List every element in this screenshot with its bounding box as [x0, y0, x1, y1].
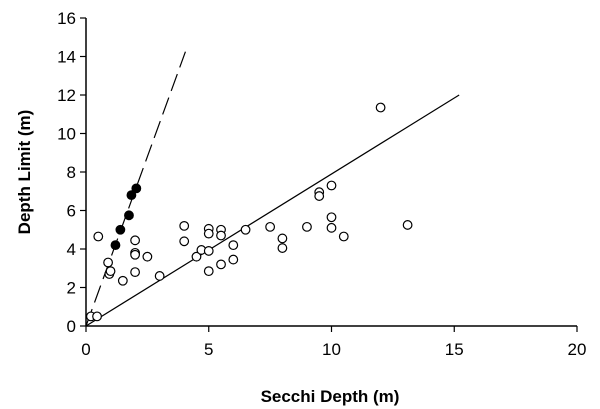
open-data-point — [103, 257, 113, 268]
filled-data-point — [131, 183, 142, 194]
y-tick-label: 6 — [67, 202, 76, 221]
open-data-point — [228, 240, 239, 251]
x-tick-label: 15 — [445, 340, 464, 359]
open-data-point — [179, 220, 190, 231]
open-data-point — [277, 243, 288, 253]
axis-ticks: 0 2 4 6 8 10 12 14 16 0 5 10 15 20 — [57, 9, 586, 359]
open-data-point — [130, 235, 141, 246]
x-tick-label: 10 — [322, 340, 341, 359]
open-data-point — [216, 230, 226, 241]
y-tick-label: 12 — [57, 86, 76, 105]
y-tick-label: 0 — [67, 317, 76, 336]
open-data-point — [326, 180, 337, 191]
solid-fit-line — [85, 94, 460, 327]
y-tick-label: 4 — [67, 240, 76, 259]
filled-data-point — [124, 210, 134, 221]
x-tick-label: 20 — [568, 340, 587, 359]
open-data-point — [142, 251, 153, 262]
y-tick-label: 2 — [67, 279, 76, 298]
open-data-point — [326, 212, 337, 223]
open-data-point — [375, 102, 386, 113]
open-data-point — [130, 267, 141, 278]
x-axis-title: Secchi Depth (m) — [261, 387, 400, 406]
x-tick-label: 0 — [81, 340, 90, 359]
open-data-point — [314, 191, 325, 201]
fit-lines — [85, 51, 460, 327]
open-data-point — [203, 246, 214, 256]
open-data-point — [191, 251, 202, 262]
filled-data-point — [126, 190, 137, 201]
y-tick-label: 10 — [57, 125, 76, 144]
open-data-point — [130, 249, 141, 260]
open-data-point — [203, 266, 214, 277]
open-data-point — [92, 311, 102, 322]
open-data-point — [277, 233, 288, 244]
open-data-point — [105, 266, 116, 277]
open-data-point — [117, 275, 128, 286]
open-data-point — [338, 231, 349, 242]
y-axis-title: Depth Limit (m) — [15, 110, 34, 235]
open-data-point — [228, 254, 239, 265]
open-data-point — [302, 221, 312, 232]
x-tick-label: 5 — [204, 340, 213, 359]
open-data-point — [326, 222, 337, 233]
filled-data-point — [110, 240, 121, 251]
open-data-point — [93, 231, 104, 242]
y-tick-label: 8 — [67, 163, 76, 182]
open-data-point — [265, 221, 276, 232]
y-tick-label: 16 — [57, 9, 76, 28]
open-data-point — [179, 236, 190, 247]
open-data-point — [203, 228, 214, 239]
data-points — [86, 102, 413, 322]
open-data-point — [154, 271, 165, 281]
y-tick-label: 14 — [57, 48, 76, 67]
open-data-point — [216, 259, 226, 270]
open-data-point — [240, 224, 251, 235]
filled-data-point — [115, 224, 126, 235]
open-data-point — [402, 220, 413, 230]
